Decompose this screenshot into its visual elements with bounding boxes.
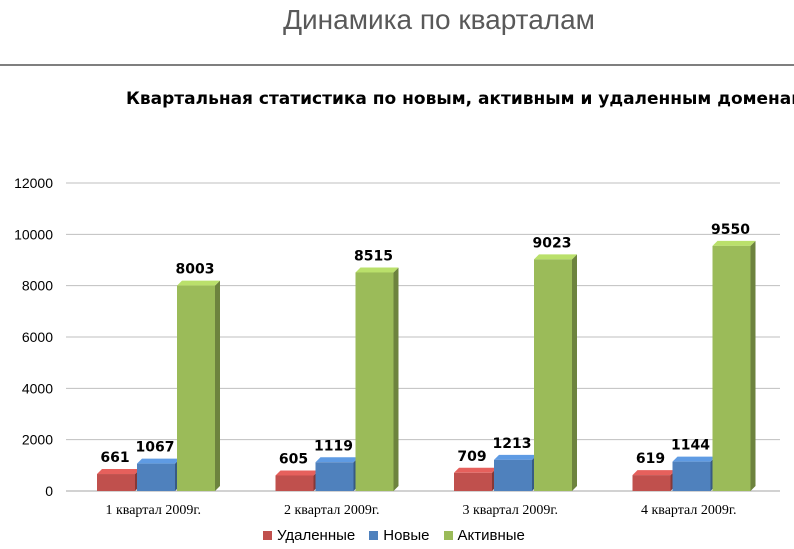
bar — [534, 259, 572, 491]
bar-top — [672, 456, 716, 462]
slide-title: Динамика по кварталам — [283, 4, 595, 35]
x-tick-label: 3 квартал 2009г. — [462, 503, 558, 518]
legend-label-removed: Удаленные — [277, 527, 356, 544]
bar-side — [572, 254, 577, 491]
data-labels: 661 1067 8003 605 1119 8515 709 1213 9023 619 1144… — [100, 222, 750, 468]
x-tick-label: 2 квартал 2009г. — [284, 503, 380, 518]
y-tick-label: 8000 — [22, 278, 53, 294]
bar — [494, 459, 532, 491]
bar-top — [534, 254, 577, 260]
y-tick-label: 4000 — [22, 380, 53, 396]
bar — [137, 463, 175, 491]
y-tick-label: 0 — [45, 483, 53, 499]
title-divider — [0, 64, 794, 66]
legend-swatch-active — [443, 531, 453, 540]
bar-top — [454, 467, 497, 473]
bar — [315, 462, 354, 491]
axes: 0 2000 4000 6000 8000 10000 12000 1 квартал 200… — [14, 175, 780, 518]
legend-item-new: Новые — [369, 527, 430, 544]
y-tick-label: 6000 — [22, 329, 53, 345]
bar-top — [275, 470, 319, 476]
bar — [672, 461, 711, 491]
bars — [97, 240, 756, 491]
bar-top — [494, 454, 537, 460]
bar — [97, 474, 135, 491]
data-label: 709 — [457, 449, 486, 465]
bar-side — [215, 280, 220, 491]
bar — [355, 272, 394, 491]
y-tick-label: 2000 — [22, 432, 53, 448]
bar-top — [632, 470, 676, 476]
legend-swatch-new — [369, 531, 379, 540]
y-tick-label: 12000 — [14, 175, 53, 191]
bar-top — [137, 458, 180, 464]
bar — [275, 475, 314, 491]
data-label: 619 — [636, 451, 665, 467]
legend: Удаленные Новые Активные — [263, 527, 525, 544]
x-tick-label: 4 квартал 2009г. — [641, 503, 737, 518]
data-label: 661 — [100, 450, 129, 466]
legend-item-removed: Удаленные — [263, 527, 355, 544]
chart-title: Квартальная статистика по новым, активны… — [126, 89, 794, 109]
legend-label-new: Новые — [383, 527, 430, 544]
y-tick-label: 10000 — [14, 226, 53, 242]
data-label: 9550 — [711, 222, 750, 238]
data-label: 8003 — [176, 262, 215, 278]
data-label: 1067 — [136, 440, 175, 456]
data-label: 1119 — [314, 438, 353, 454]
bar — [454, 472, 492, 491]
bar — [177, 285, 215, 491]
legend-swatch-removed — [263, 531, 272, 540]
bar-side — [750, 240, 756, 491]
bar-top — [177, 280, 220, 286]
data-label: 1144 — [671, 438, 710, 454]
legend-item-active: Активные — [443, 527, 525, 544]
data-label: 8515 — [354, 248, 393, 264]
data-label: 1213 — [493, 436, 532, 452]
x-tick-label: 1 квартал 2009г. — [105, 503, 201, 518]
bar-top — [355, 267, 399, 273]
bar-side — [393, 267, 399, 491]
legend-label-active: Активные — [457, 527, 525, 544]
bar-top — [712, 240, 756, 246]
bar-top — [315, 457, 359, 463]
data-label: 605 — [279, 451, 308, 467]
bar — [632, 475, 671, 491]
bar-top — [97, 469, 140, 475]
data-label: 9023 — [533, 235, 572, 251]
bar — [712, 245, 751, 491]
